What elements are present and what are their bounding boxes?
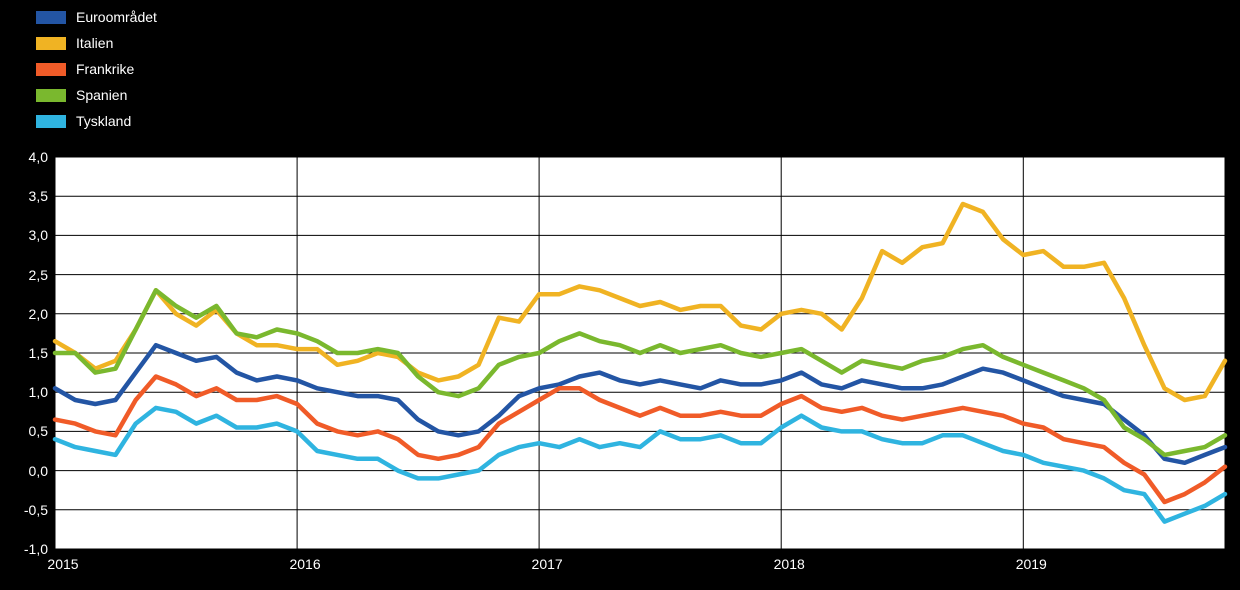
series-line [52,374,1228,505]
y-axis-tick-label: 3,0 [28,227,48,244]
y-axis-tick-label: 3,5 [28,188,48,205]
y-axis-tick-label: -0,5 [23,501,48,518]
line-chart-plot [52,156,1228,550]
series-line [52,288,1228,458]
legend-color-swatch [36,114,66,128]
legend-item: Italien [36,30,157,56]
x-axis-tick-label: 2016 [289,556,321,572]
legend-item: Euroområdet [36,4,157,30]
y-axis-tick-label: 2,5 [28,266,48,283]
series-line [52,201,1228,403]
legend-series-label: Italien [76,35,114,51]
legend-item: Tyskland [36,108,157,134]
series-line [52,342,1228,466]
legend-color-swatch [36,88,66,102]
y-axis-tick-label: -1,0 [23,541,48,557]
legend-series-label: Spanien [76,87,128,103]
x-axis-tick-label: 2015 [47,556,79,572]
y-axis-tick-label: 2,0 [28,305,48,322]
legend-series-label: Euroområdet [76,9,157,25]
legend-item: Spanien [36,82,157,108]
y-axis-tick-label: 4,0 [28,149,48,165]
x-axis-tick-label: 2018 [773,556,805,572]
legend-item: Frankrike [36,56,157,82]
y-axis-tick-label: 1,0 [28,384,48,401]
x-axis-tick-label: 2017 [531,556,563,572]
y-axis-tick-label: 0,0 [28,462,48,479]
legend-color-swatch [36,62,66,76]
series-line [52,405,1228,524]
legend-color-swatch [36,10,66,24]
y-axis-tick-label: 1,5 [28,345,48,361]
legend-series-label: Frankrike [76,61,135,77]
chart-legend: Euroområdet Italien Frankrike Spanien Tyskla… [36,4,157,134]
legend-color-swatch [36,36,66,50]
x-axis-tick-label: 2019 [1015,556,1047,572]
legend-series-label: Tyskland [76,113,132,129]
y-axis-tick-label: 0,5 [28,423,48,440]
